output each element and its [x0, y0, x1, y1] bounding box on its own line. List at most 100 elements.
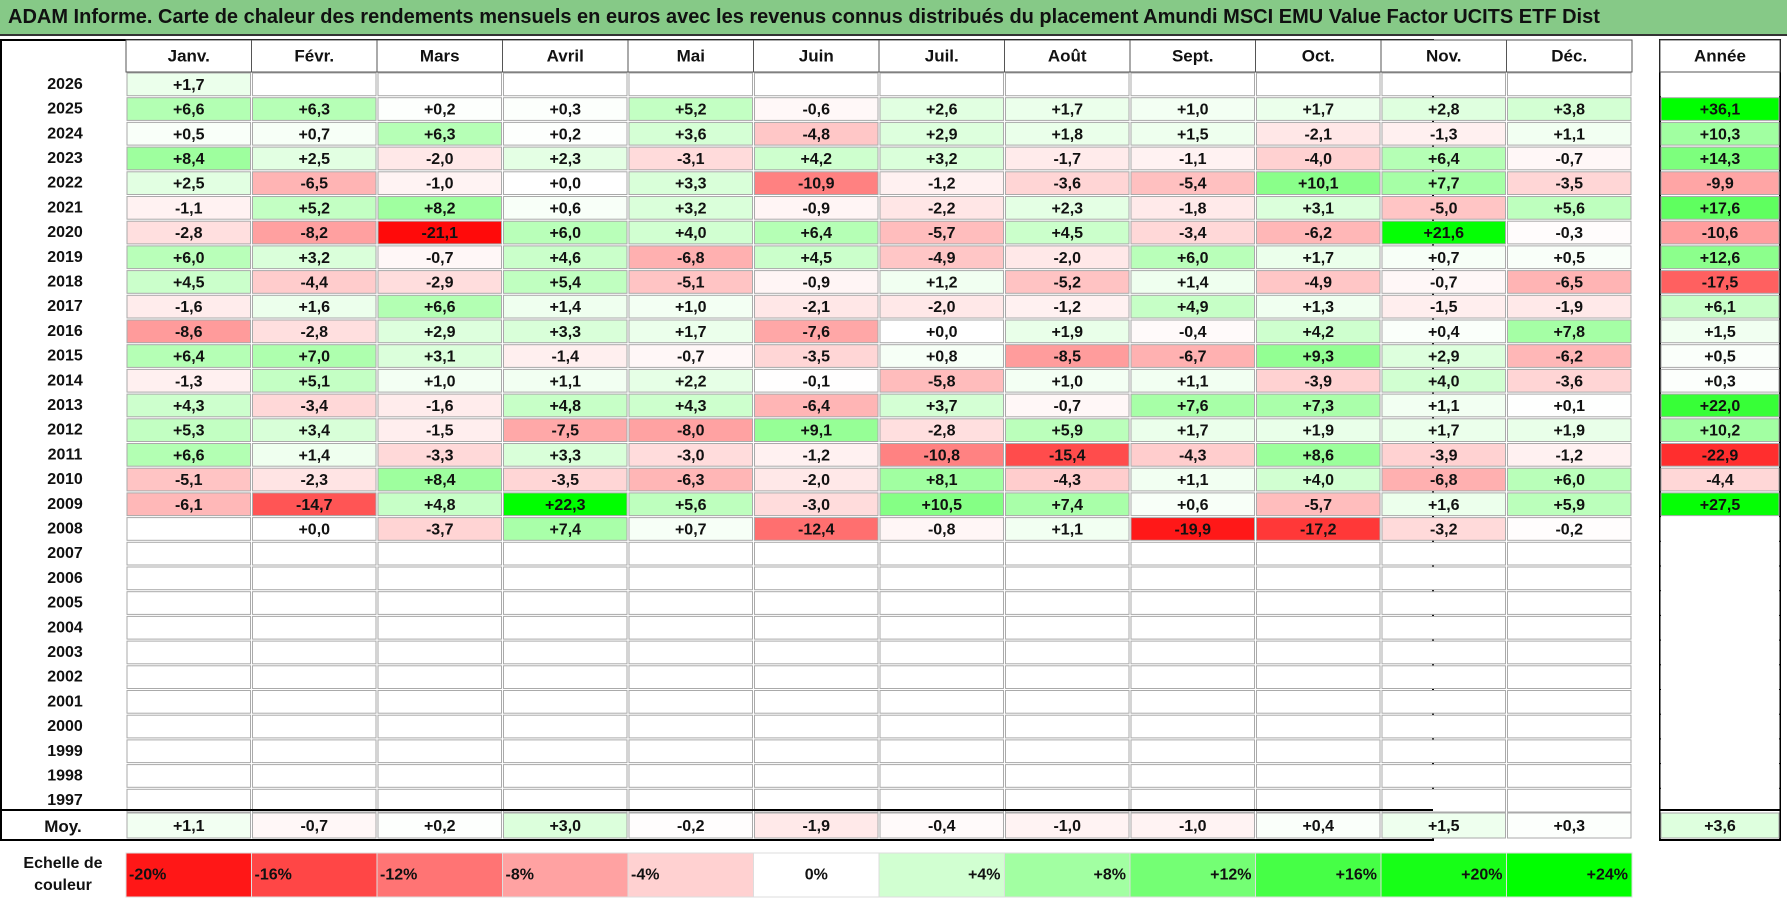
annual-cell	[1660, 492, 1780, 517]
heatmap-cell	[1005, 788, 1130, 813]
heatmap-cell-value: -4,3	[1053, 472, 1081, 489]
heatmap-cell-value: +0,7	[298, 126, 330, 143]
heatmap-cell	[377, 344, 502, 368]
average-annual-cell	[1660, 812, 1780, 839]
heatmap-cell	[1256, 270, 1381, 294]
heatmap-cell	[1005, 443, 1130, 467]
heatmap-cell	[377, 270, 502, 294]
heatmap-cell	[1507, 220, 1632, 245]
scale-swatch-label: +16%	[1336, 867, 1377, 884]
page-title: ADAM Informe. Carte de chaleur des rende…	[0, 0, 1787, 36]
heatmap-cell-value: +5,2	[675, 102, 707, 119]
heatmap-cell	[1130, 418, 1255, 442]
heatmap-cell	[1130, 196, 1255, 220]
heatmap-cell	[252, 171, 377, 196]
heatmap-cell	[503, 270, 628, 294]
heatmap-cell	[1005, 615, 1130, 640]
heatmap-cell-value: +4,2	[1302, 324, 1334, 341]
heatmap-cell-value: +6,4	[800, 225, 832, 242]
row-year-label: 2011	[48, 446, 83, 463]
heatmap-cell	[126, 591, 251, 615]
heatmap-cell	[1381, 418, 1506, 442]
heatmap-cell-value: +3,3	[549, 447, 581, 464]
heatmap-cell	[628, 541, 753, 566]
heatmap-cell	[1507, 196, 1632, 220]
heatmap-cell	[252, 146, 377, 171]
heatmap-cell	[1130, 615, 1255, 640]
month-header-label: Févr.	[294, 47, 334, 66]
heatmap-cell-value: +1,1	[1553, 126, 1585, 143]
month-header-cell	[1506, 39, 1633, 73]
heatmap-cell	[503, 517, 628, 541]
annual-cell	[1660, 690, 1780, 714]
heatmap-cell	[1130, 294, 1255, 319]
annual-cell	[1660, 640, 1780, 665]
heatmap-cell	[1381, 714, 1506, 739]
heatmap-cell	[252, 541, 377, 566]
heatmap-cell	[377, 764, 502, 788]
heatmap-cell-value: -0,9	[802, 274, 830, 291]
heatmap-cell	[754, 319, 879, 344]
heatmap-cell	[628, 270, 753, 294]
heatmap-cell-value: -17,2	[1300, 521, 1337, 538]
heatmap-cell	[126, 393, 251, 418]
heatmap-cell	[1005, 121, 1130, 146]
heatmap-cell-value: -5,7	[1304, 497, 1332, 514]
heatmap-cell-value: +3,6	[675, 126, 707, 143]
month-header-label: Mars	[420, 47, 460, 66]
heatmap-cell	[1256, 640, 1381, 665]
heatmap-cell	[1507, 492, 1632, 517]
heatmap-cell	[1507, 72, 1632, 97]
heatmap-cell-value: -5,8	[928, 373, 956, 390]
heatmap-cell	[879, 121, 1004, 146]
average-cell	[1381, 812, 1506, 839]
heatmap-cell	[126, 714, 251, 739]
month-header-label: Déc.	[1551, 47, 1587, 66]
heatmap-cell	[1005, 319, 1130, 344]
heatmap-cell	[503, 467, 628, 492]
heatmap-cell	[879, 443, 1004, 467]
scale-swatch-label: -4%	[631, 867, 659, 884]
heatmap-cell	[754, 566, 879, 591]
annual-cell-value: +0,5	[1704, 349, 1736, 366]
row-year-label: 2009	[47, 496, 83, 513]
heatmap-cell-value: -3,2	[1430, 521, 1458, 538]
heatmap-cell-value: -6,5	[1555, 274, 1583, 291]
heatmap-cell	[126, 146, 251, 171]
scale-swatch-label: -20%	[129, 867, 166, 884]
heatmap-cell	[879, 319, 1004, 344]
annual-cell-value: +0,3	[1704, 373, 1736, 390]
heatmap-cell	[1130, 368, 1255, 393]
heatmap-cell-value: +4,3	[675, 398, 707, 415]
heatmap-cell-value: -8,2	[300, 225, 328, 242]
heatmap-cell	[1381, 788, 1506, 813]
heatmap-cell	[1507, 146, 1632, 171]
average-cell-value: -1,0	[1053, 818, 1081, 835]
heatmap-cell-value: +1,9	[1553, 423, 1585, 440]
heatmap-cell	[1130, 640, 1255, 665]
average-cell	[879, 812, 1004, 839]
heatmap-cell	[1507, 245, 1632, 270]
heatmap-cell-value: +1,7	[1302, 102, 1334, 119]
heatmap-cell	[628, 72, 753, 97]
row-year-label: 1999	[47, 743, 83, 760]
heatmap-cell	[1130, 764, 1255, 788]
annual-cell-value: +14,3	[1700, 151, 1741, 168]
heatmap-cell	[879, 541, 1004, 566]
heatmap-cell-value: +7,0	[298, 349, 330, 366]
heatmap-cell	[754, 270, 879, 294]
heatmap-cell-value: -3,0	[677, 447, 705, 464]
heatmap-cell-value: +1,0	[1177, 102, 1209, 119]
heatmap-cell-value: -5,1	[677, 274, 705, 291]
heatmap-cell	[252, 566, 377, 591]
heatmap-cell	[754, 245, 879, 270]
heatmap-cell-value: -6,3	[677, 472, 705, 489]
heatmap-cell-value: -1,2	[928, 176, 956, 193]
average-cell	[377, 812, 502, 839]
heatmap-cell-value: +0,2	[424, 102, 456, 119]
heatmap-cell	[1256, 591, 1381, 615]
heatmap-cell-value: +1,7	[675, 324, 707, 341]
heatmap-cell	[503, 294, 628, 319]
row-year-label: 2000	[47, 718, 83, 735]
heatmap-cell-value: +0,8	[926, 349, 958, 366]
